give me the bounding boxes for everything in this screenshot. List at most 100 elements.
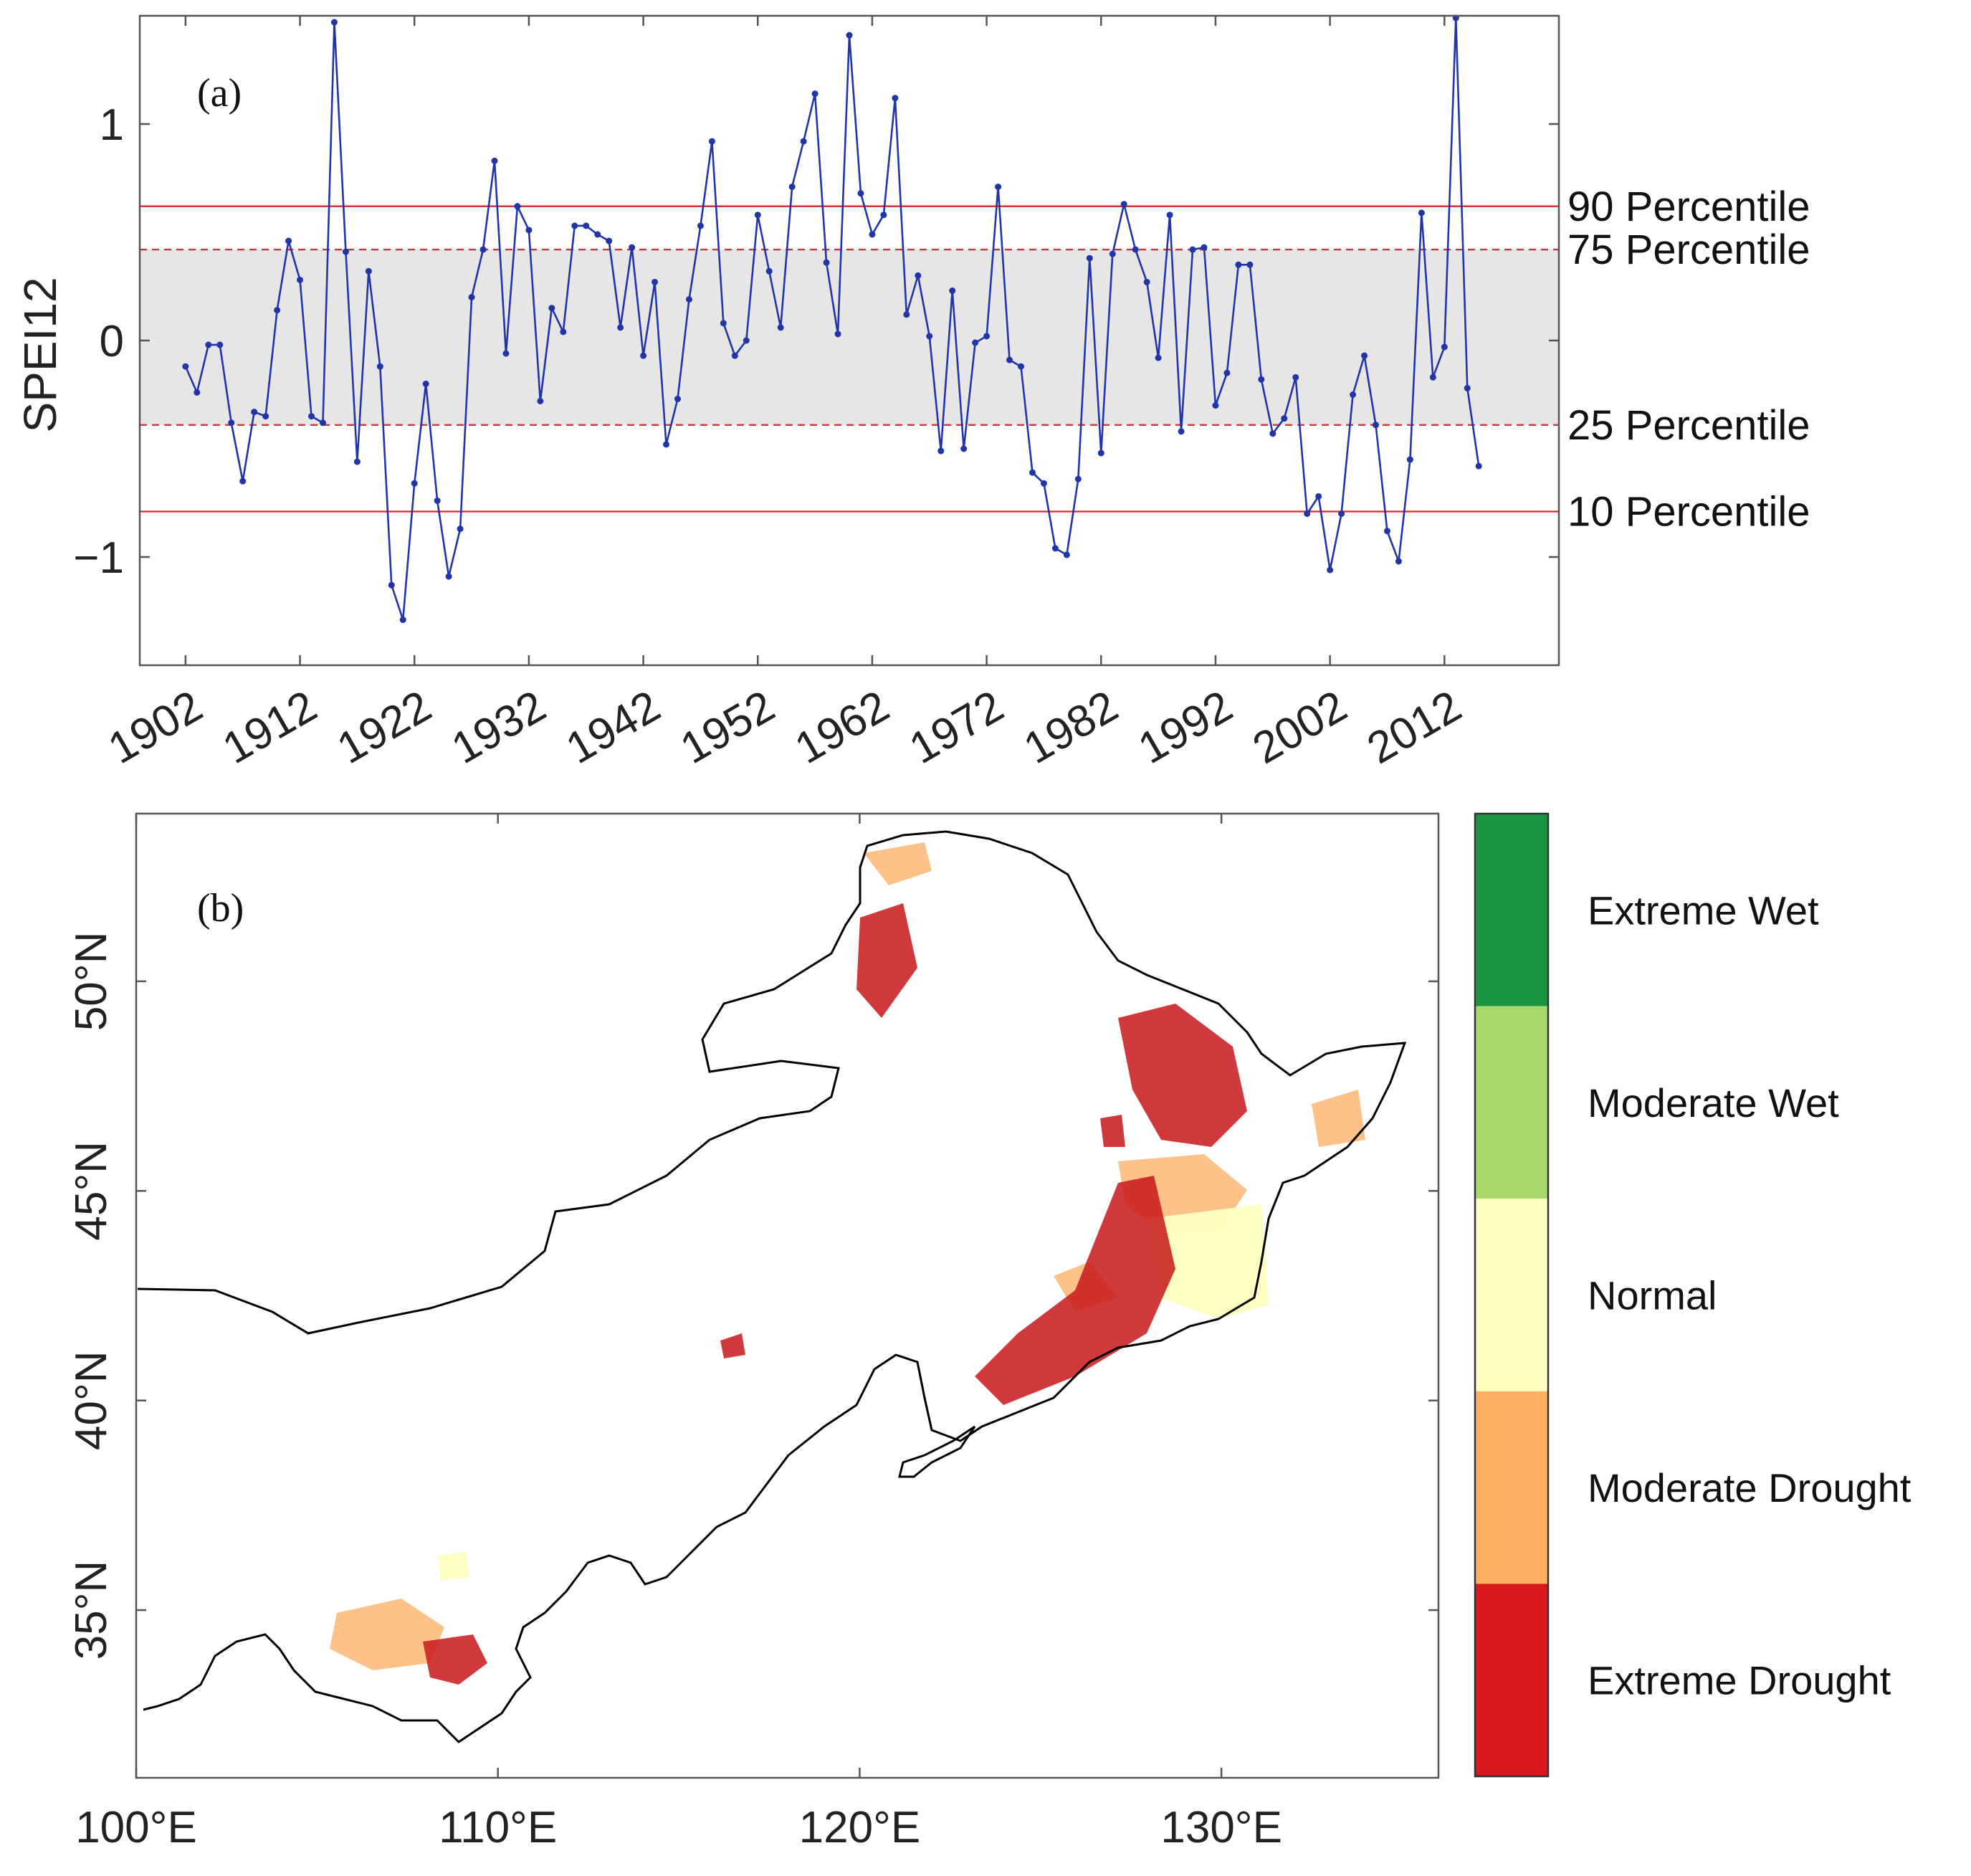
colorbar-swatch bbox=[1475, 1391, 1548, 1584]
colorbar-label: Normal bbox=[1588, 1273, 1717, 1318]
data-point bbox=[983, 333, 991, 340]
data-point bbox=[194, 389, 201, 396]
lat-tick-label: 50°N bbox=[67, 932, 116, 1032]
data-point bbox=[1441, 343, 1448, 351]
data-point bbox=[216, 341, 224, 348]
lon-tick-label: 110°E bbox=[439, 1803, 557, 1852]
data-point bbox=[297, 276, 304, 283]
data-point bbox=[846, 32, 853, 39]
data-point bbox=[262, 413, 269, 420]
data-point bbox=[1086, 254, 1093, 262]
y-axis-label: SPEI12 bbox=[14, 277, 66, 432]
x-tick-label: 1902 bbox=[100, 681, 211, 773]
x-tick-label: 1932 bbox=[444, 681, 554, 773]
spei12-series-points bbox=[182, 14, 1482, 624]
data-point bbox=[754, 211, 761, 219]
data-point bbox=[525, 227, 533, 234]
data-point bbox=[1464, 384, 1471, 391]
lat-tick-label: 45°N bbox=[67, 1141, 116, 1241]
data-point bbox=[640, 352, 647, 359]
data-point bbox=[1292, 373, 1299, 381]
data-point bbox=[1269, 430, 1276, 437]
data-point bbox=[1373, 422, 1380, 429]
data-point bbox=[285, 237, 292, 244]
data-point bbox=[720, 320, 727, 327]
data-point bbox=[548, 305, 555, 312]
percentile-lines bbox=[140, 205, 1559, 513]
data-point bbox=[1223, 369, 1231, 376]
data-point bbox=[1304, 510, 1311, 518]
data-point bbox=[1120, 201, 1127, 208]
spei12-series-line bbox=[184, 17, 1480, 620]
percentile-band bbox=[140, 249, 1559, 425]
data-point bbox=[251, 409, 258, 416]
data-point bbox=[834, 330, 841, 338]
data-point bbox=[743, 337, 750, 344]
data-point bbox=[869, 231, 876, 238]
data-point bbox=[353, 458, 361, 465]
data-point bbox=[1406, 456, 1413, 463]
data-point bbox=[1338, 510, 1345, 518]
data-point bbox=[880, 211, 887, 219]
data-point bbox=[491, 157, 498, 164]
data-point bbox=[308, 413, 315, 420]
data-point bbox=[937, 447, 945, 454]
data-point bbox=[652, 278, 659, 285]
lon-tick-label: 100°E bbox=[75, 1803, 197, 1852]
data-point bbox=[1040, 480, 1047, 487]
data-point bbox=[434, 497, 441, 504]
data-point bbox=[239, 477, 247, 485]
lat-tick-label: 35°N bbox=[67, 1561, 116, 1660]
x-tick-label: 1992 bbox=[1130, 681, 1241, 773]
data-point bbox=[788, 184, 796, 191]
data-point bbox=[1143, 278, 1150, 285]
data-point bbox=[1258, 376, 1265, 383]
data-point bbox=[571, 222, 578, 229]
data-point bbox=[388, 581, 395, 589]
y-tick-label: −1 bbox=[73, 533, 124, 583]
data-point bbox=[1383, 528, 1390, 535]
data-point bbox=[995, 184, 1002, 191]
panel-label-a: (a) bbox=[197, 71, 242, 115]
data-point bbox=[1006, 356, 1013, 363]
data-point bbox=[765, 267, 773, 275]
data-point bbox=[857, 190, 864, 197]
data-point bbox=[399, 616, 406, 624]
data-point bbox=[915, 272, 922, 279]
colorbar-frame bbox=[1474, 812, 1550, 1778]
data-point bbox=[823, 259, 830, 266]
data-point bbox=[617, 324, 624, 331]
colorbar-legend: Extreme Wet Moderate Wet Normal Moderate Dr… bbox=[1474, 812, 1912, 1778]
data-point bbox=[1178, 428, 1185, 435]
y-tick-label: 0 bbox=[100, 317, 124, 366]
percentile-label: 10 Percentile bbox=[1567, 489, 1810, 535]
lon-tick-label: 120°E bbox=[799, 1803, 921, 1852]
data-point bbox=[629, 244, 636, 251]
panel-label-b: (b) bbox=[197, 886, 244, 930]
liaodong-peninsula bbox=[898, 1425, 976, 1478]
data-point bbox=[1429, 373, 1436, 381]
data-point bbox=[685, 296, 692, 303]
data-point bbox=[606, 237, 613, 244]
colorbar-label: Extreme Wet bbox=[1588, 887, 1819, 933]
data-point bbox=[594, 231, 601, 238]
colorbar-swatch bbox=[1475, 1584, 1548, 1776]
data-point bbox=[376, 363, 383, 370]
data-point bbox=[811, 90, 819, 97]
data-point bbox=[1327, 566, 1334, 573]
x-tick-label: 1972 bbox=[902, 681, 1012, 773]
lat-tick-label: 40°N bbox=[67, 1351, 116, 1450]
data-point bbox=[1235, 261, 1242, 268]
data-point bbox=[457, 525, 464, 533]
data-point bbox=[1109, 250, 1116, 257]
normal-areas bbox=[437, 1204, 1269, 1581]
data-point bbox=[1051, 545, 1059, 552]
x-tick-label: 1912 bbox=[215, 681, 325, 773]
data-point bbox=[1029, 469, 1036, 476]
data-point bbox=[777, 324, 784, 331]
data-point bbox=[365, 267, 372, 275]
data-point bbox=[1281, 415, 1288, 422]
data-point bbox=[583, 222, 590, 229]
data-point bbox=[1201, 244, 1208, 251]
data-point bbox=[1246, 261, 1254, 268]
